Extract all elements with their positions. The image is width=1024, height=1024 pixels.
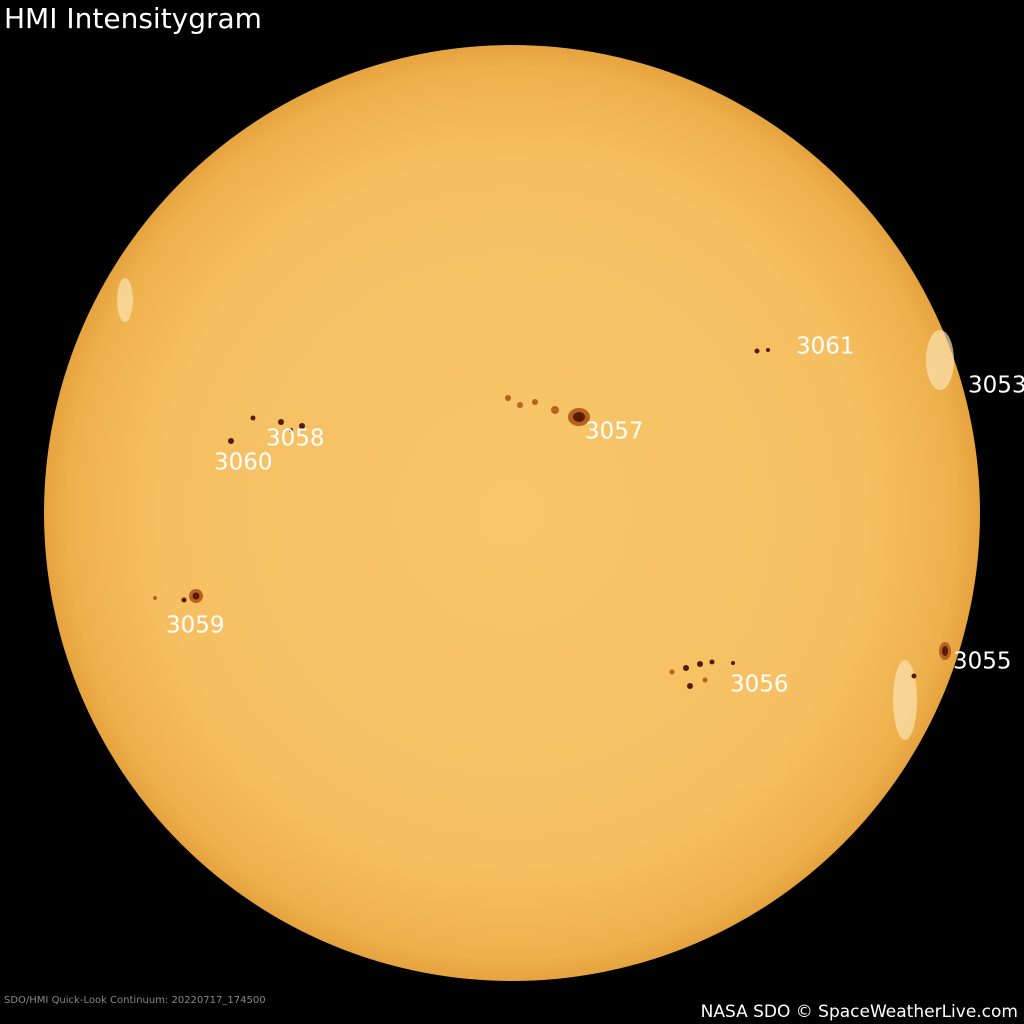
region-label: 3053 bbox=[968, 373, 1024, 399]
region-label: 3058 bbox=[266, 426, 325, 452]
region-label: 3056 bbox=[730, 672, 789, 698]
sunspots bbox=[153, 348, 951, 689]
region-label: 3057 bbox=[585, 419, 644, 445]
source-caption: SDO/HMI Quick-Look Continuum: 20220717_1… bbox=[4, 995, 266, 1006]
region-label: 3061 bbox=[796, 334, 855, 360]
faculae bbox=[117, 278, 954, 740]
region-label: 3055 bbox=[953, 649, 1012, 675]
credit: NASA SDO © SpaceWeatherLive.com bbox=[701, 1002, 1018, 1022]
sun-disk bbox=[44, 45, 980, 981]
title: HMI Intensitygram bbox=[4, 2, 262, 35]
region-label: 3060 bbox=[214, 450, 273, 476]
region-label: 3059 bbox=[166, 613, 225, 639]
